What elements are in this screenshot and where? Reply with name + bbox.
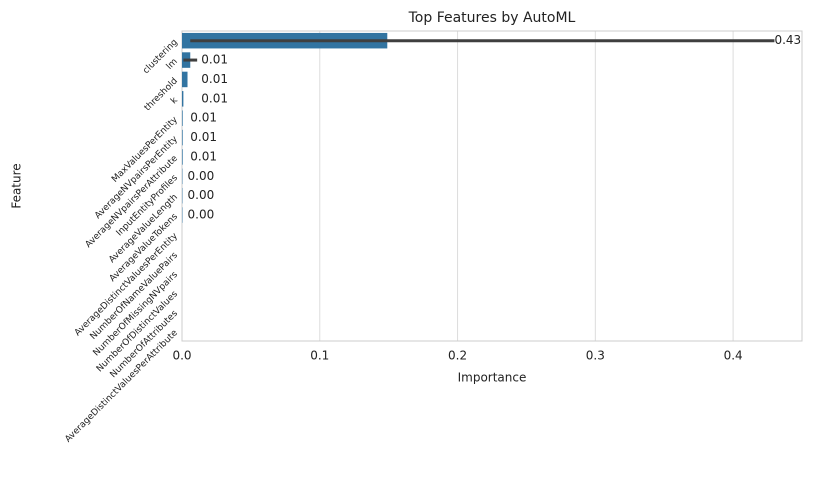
data-label: 0.01	[190, 130, 217, 144]
data-label: 0.01	[201, 53, 228, 67]
data-label: 0.01	[201, 72, 228, 86]
bar	[182, 71, 188, 88]
data-label: 0.01	[201, 91, 228, 105]
data-label: 0.00	[188, 208, 215, 222]
x-tick-label: 0.2	[448, 349, 467, 363]
x-tick-label: 0.3	[586, 349, 605, 363]
bar	[182, 91, 184, 107]
y-tick-label: k	[169, 95, 180, 106]
bar	[182, 149, 183, 165]
x-axis-label: Importance	[458, 371, 527, 385]
y-axis-label: Feature	[10, 163, 24, 208]
bar	[182, 110, 183, 126]
x-tick-label: 0.0	[172, 349, 191, 363]
bar	[182, 129, 183, 146]
x-tick-label: 0.1	[310, 349, 329, 363]
plot-frame	[181, 30, 803, 342]
chart-title: Top Features by AutoML	[408, 10, 576, 26]
data-label: 0.43	[774, 33, 801, 47]
data-label: 0.01	[190, 149, 217, 163]
data-label: 0.01	[190, 111, 217, 125]
data-label: 0.00	[188, 188, 215, 202]
x-tick-label: 0.4	[724, 349, 743, 363]
data-label: 0.00	[188, 169, 215, 183]
